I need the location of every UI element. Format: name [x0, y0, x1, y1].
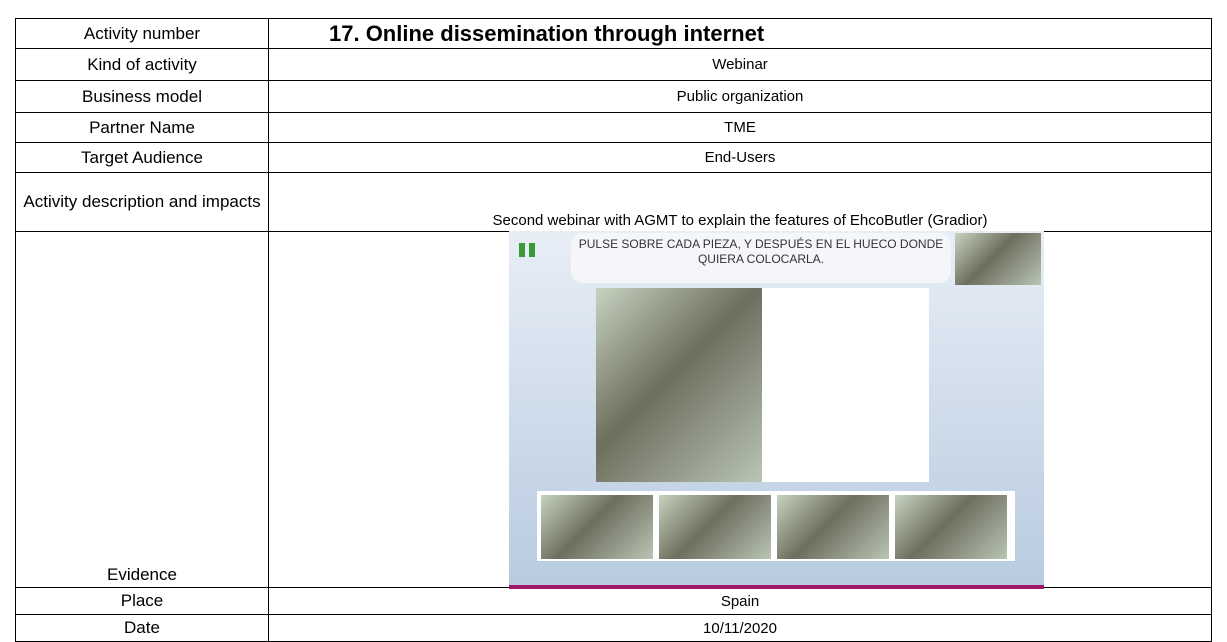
value-cell: 10/11/2020	[268, 614, 1212, 642]
label-cell: Business model	[15, 80, 269, 113]
value-cell: TME	[268, 112, 1212, 143]
label-cell: Target Audience	[15, 142, 269, 173]
label-cell: Activity description and impacts	[15, 172, 269, 232]
evidence-image: PULSE SOBRE CADA PIEZA, Y DESPUÉS EN EL …	[509, 231, 1044, 589]
label-cell: Evidence	[15, 231, 269, 588]
value-cell: End-Users	[268, 142, 1212, 173]
label-cell: Partner Name	[15, 112, 269, 143]
label-cell: Kind of activity	[15, 48, 269, 81]
label-cell: Date	[15, 614, 269, 642]
value-cell: Second webinar with AGMT to explain the …	[268, 172, 1212, 232]
label-cell: Activity number	[15, 18, 269, 49]
label-cell: Place	[15, 587, 269, 615]
instruction-text: PULSE SOBRE CADA PIEZA, Y DESPUÉS EN EL …	[571, 233, 951, 283]
value-cell: Spain	[268, 587, 1212, 615]
value-cell: 17. Online dissemination through interne…	[268, 18, 1212, 49]
value-cell: Webinar	[268, 48, 1212, 81]
value-cell: Public organization	[268, 80, 1212, 113]
